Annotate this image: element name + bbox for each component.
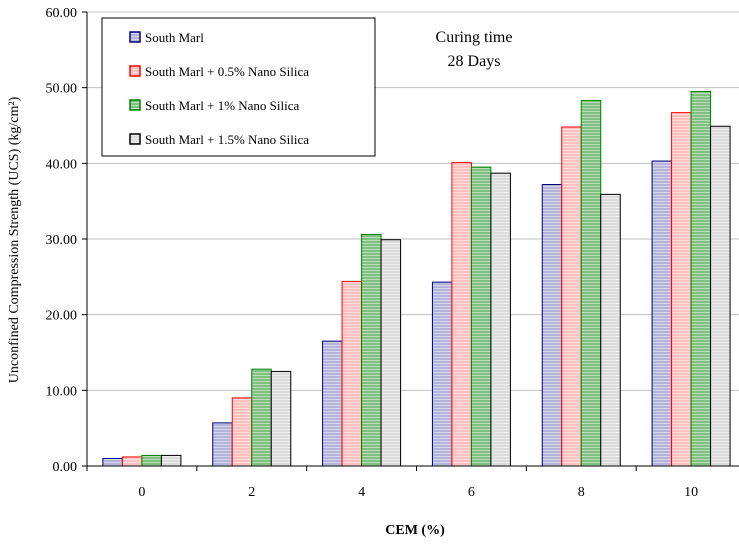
- bar-south-marl-1-nano-silica-cem-6: [470, 166, 492, 467]
- bar-south-marl-0-5-nano-silica-cem-10: [671, 112, 692, 467]
- x-tick-label: 2: [248, 485, 255, 500]
- bar-south-marl-1-nano-silica-cem-0: [141, 454, 162, 467]
- legend-label: South Marl: [145, 30, 204, 45]
- bar-south-marl-1-nano-silica-cem-8: [580, 100, 602, 467]
- bar-south-marl-cem-10: [651, 160, 673, 467]
- bars: [102, 90, 731, 467]
- bar-south-marl-cem-0: [102, 457, 123, 467]
- y-tick-labels: 0.00 10.00 20.00 30.00 40.00 50.00 60.00: [46, 6, 87, 475]
- bar-south-marl-1-5-nano-silica-cem-6: [490, 172, 511, 467]
- legend-label: South Marl + 1.5% Nano Silica: [145, 132, 309, 147]
- bar-south-marl-cem-4: [322, 340, 343, 467]
- legend-swatch: [129, 65, 141, 77]
- x-tick-labels: 0 2 4 6 8 10: [86, 466, 698, 500]
- bar-south-marl-0-5-nano-silica-cem-4: [341, 280, 363, 467]
- bar-south-marl-1-5-nano-silica-cem-4: [380, 239, 402, 467]
- y-tick-label: 0.00: [53, 460, 78, 475]
- bar-south-marl-0-5-nano-silica-cem-6: [451, 162, 472, 467]
- bar-south-marl-1-nano-silica-cem-10: [690, 90, 712, 467]
- x-tick-label: 8: [578, 485, 585, 500]
- y-tick-label: 50.00: [46, 82, 78, 97]
- bar-south-marl-0-5-nano-silica-cem-8: [561, 126, 582, 467]
- legend-label: South Marl + 0.5% Nano Silica: [145, 64, 309, 79]
- legend-swatch: [129, 133, 141, 145]
- y-tick-label: 30.00: [46, 233, 78, 248]
- y-axis-title: Unconfined Compression Strength (UCS) (k…: [7, 96, 22, 383]
- bar-south-marl-cem-8: [541, 184, 563, 467]
- legend-swatch: [129, 31, 141, 43]
- bar-south-marl-1-nano-silica-cem-2: [251, 368, 272, 467]
- bar-south-marl-1-5-nano-silica-cem-2: [270, 370, 292, 467]
- y-tick-label: 60.00: [46, 6, 78, 21]
- bar-south-marl-cem-6: [431, 281, 453, 467]
- bar-south-marl-1-5-nano-silica-cem-8: [600, 193, 621, 467]
- bar-south-marl-1-5-nano-silica-cem-10: [710, 125, 731, 467]
- y-tick-label: 10.00: [46, 384, 78, 399]
- legend-label: South Marl + 1% Nano Silica: [145, 98, 300, 113]
- bar-south-marl-cem-2: [212, 422, 233, 467]
- y-tick-label: 20.00: [46, 309, 78, 324]
- annotation-line-1: Curing time: [436, 29, 513, 46]
- y-tick-label: 40.00: [46, 157, 78, 172]
- bar-south-marl-0-5-nano-silica-cem-0: [121, 456, 143, 467]
- x-tick-label: 0: [138, 485, 145, 500]
- bar-south-marl-1-nano-silica-cem-4: [361, 233, 382, 467]
- legend-box: [101, 17, 376, 157]
- x-axis-title: CEM (%): [385, 523, 445, 538]
- legend-swatch: [129, 99, 141, 111]
- bar-south-marl-1-5-nano-silica-cem-0: [160, 454, 182, 467]
- x-tick-label: 10: [684, 485, 698, 500]
- bar-south-marl-0-5-nano-silica-cem-2: [231, 397, 253, 467]
- x-tick-label: 4: [358, 485, 365, 500]
- legend: South Marl South Marl + 0.5% Nano Silica S…: [101, 17, 376, 157]
- x-tick-label: 6: [468, 485, 475, 500]
- annotation-line-2: 28 Days: [448, 53, 501, 70]
